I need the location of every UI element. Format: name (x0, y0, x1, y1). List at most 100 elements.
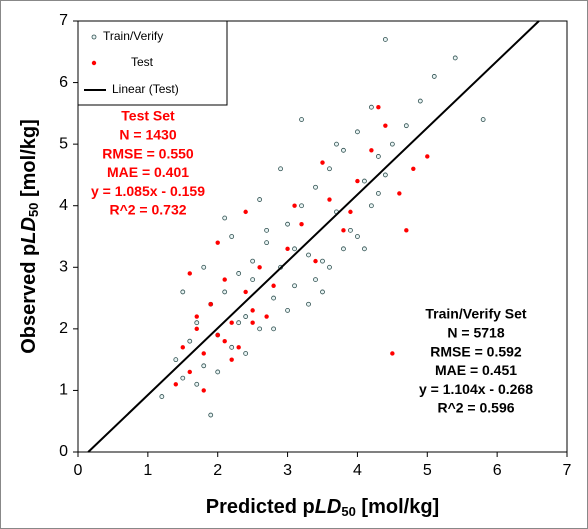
annotation: MAE = 0.451 (435, 362, 517, 378)
point (271, 295, 277, 301)
point (285, 221, 290, 227)
ylabel-label: Observed pLD50 [mol/kg] (18, 119, 41, 354)
annotation: R^2 = 0.732 (109, 202, 186, 218)
point (257, 326, 263, 332)
fit-line (87, 20, 540, 453)
annotation: y = 1.104x - 0.268 (419, 381, 533, 397)
point (327, 197, 332, 202)
label-part: Predicted p (206, 496, 315, 518)
point (382, 172, 388, 178)
point (355, 234, 360, 239)
point (389, 141, 395, 147)
point (201, 388, 206, 393)
x-tick-label: 0 (74, 462, 83, 479)
point (208, 302, 213, 307)
point (334, 141, 339, 147)
point (194, 326, 199, 332)
point (264, 227, 270, 233)
annotation: R^2 = 0.596 (437, 400, 514, 416)
point (159, 394, 165, 399)
point (285, 307, 290, 313)
x-tick-label: 7 (563, 462, 572, 479)
annotation: Train/Verify Set (425, 306, 526, 322)
y-tick-label: 4 (59, 197, 68, 214)
annotation: y = 1.085x - 0.159 (91, 183, 205, 199)
label-part: [mol/kg] (356, 496, 439, 518)
point (368, 203, 374, 209)
label-part: [mol/kg] (18, 119, 40, 202)
point (194, 320, 200, 326)
point (222, 289, 228, 295)
x-tick-label: 4 (353, 462, 362, 479)
point (341, 147, 346, 153)
point (250, 277, 256, 283)
point (250, 308, 255, 313)
x-tick-label: 1 (143, 462, 152, 479)
point (369, 148, 374, 153)
point (222, 215, 228, 221)
point (417, 98, 423, 104)
point (194, 381, 200, 387)
point (257, 197, 263, 202)
label-italic: LD (315, 496, 342, 518)
point (320, 258, 325, 264)
point (299, 221, 304, 227)
legend-marker (91, 34, 97, 40)
annotation: RMSE = 0.550 (102, 145, 194, 161)
point (383, 123, 388, 128)
annotation: MAE = 0.401 (107, 164, 189, 180)
point (264, 240, 270, 246)
point (180, 375, 186, 381)
point (201, 351, 206, 356)
point (382, 37, 388, 42)
point (229, 320, 234, 325)
point (355, 129, 360, 135)
point (306, 301, 311, 307)
point (285, 246, 290, 252)
legend-label: Linear (Test) (112, 82, 179, 96)
point (215, 332, 220, 338)
x-tick-label: 2 (213, 462, 222, 479)
y-tick-label: 1 (59, 382, 68, 399)
point (222, 277, 227, 282)
point (215, 369, 221, 375)
y-tick-label: 7 (59, 12, 68, 29)
point (320, 160, 325, 165)
label-subscript: 50 (26, 203, 41, 217)
annotation: N = 5718 (447, 325, 504, 341)
point (236, 320, 242, 326)
annotation: RMSE = 0.592 (430, 343, 522, 359)
point (299, 117, 304, 122)
point (341, 246, 346, 252)
point (264, 314, 269, 319)
point (362, 246, 367, 252)
point (271, 283, 276, 288)
point (313, 184, 318, 190)
point (229, 234, 235, 239)
y-tick-label: 2 (59, 320, 68, 337)
point (431, 74, 437, 79)
point (327, 166, 332, 172)
point (404, 228, 409, 233)
point (257, 265, 262, 270)
xlabel-label: Predicted pLD50 [mol/kg] (206, 496, 439, 519)
point (236, 345, 241, 350)
point (194, 314, 199, 319)
point (376, 105, 381, 110)
y-tick-label: 6 (59, 74, 68, 91)
label-part: Observed p (18, 244, 40, 354)
point (397, 191, 402, 196)
point (411, 166, 416, 171)
point (348, 209, 353, 215)
y-tick-label: 5 (59, 135, 68, 152)
legend-label: Test (131, 55, 154, 69)
point (243, 209, 248, 215)
point (208, 412, 214, 418)
point (215, 240, 220, 245)
y-tick-label: 3 (59, 259, 68, 276)
point (375, 190, 381, 196)
point (313, 277, 318, 283)
point (222, 338, 227, 344)
point (271, 326, 277, 332)
